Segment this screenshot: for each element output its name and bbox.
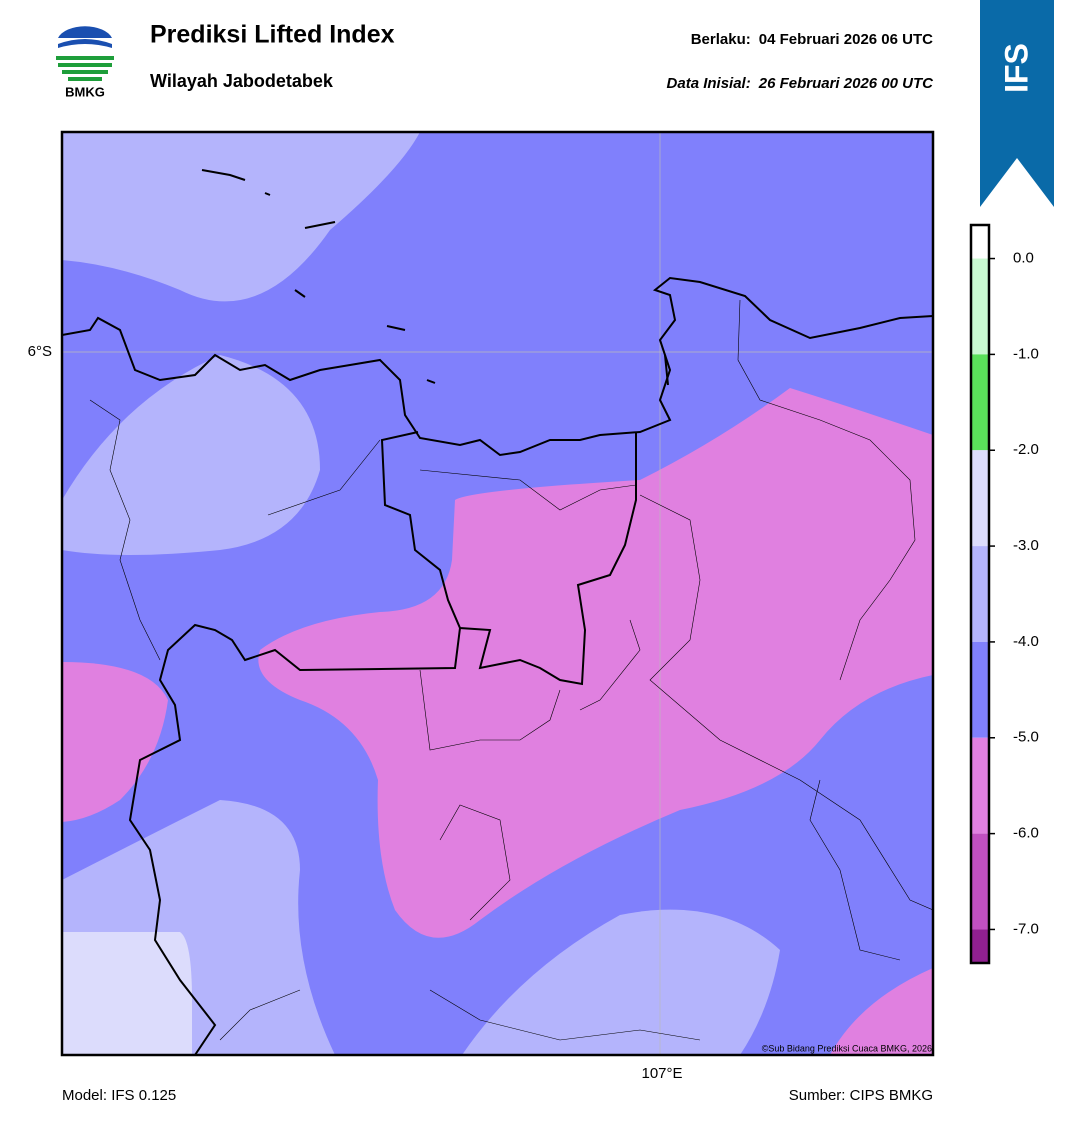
lat-label: 6°S xyxy=(28,343,52,360)
map-frame xyxy=(60,130,935,1057)
logo-text: BMKG xyxy=(65,84,105,99)
source: Sumber: CIPS BMKG xyxy=(789,1087,933,1104)
valid-time: Berlaku: 04 Februari 2026 06 UTC xyxy=(691,31,933,48)
colorbar-segment xyxy=(971,450,989,547)
colorbar-segment xyxy=(971,258,989,355)
copyright: ©Sub Bidang Prediksi Cuaca BMKG, 2026 xyxy=(762,1043,932,1053)
valid-label: Berlaku: xyxy=(691,31,751,48)
badge xyxy=(980,0,1054,207)
subtitle: Wilayah Jabodetabek xyxy=(150,71,334,91)
colorbar-tick-label: -5.0 xyxy=(1013,729,1039,746)
colorbar-tick-label: -3.0 xyxy=(1013,537,1039,554)
colorbar-tick-label: -7.0 xyxy=(1013,920,1039,937)
colorbar-segment xyxy=(971,546,989,642)
title: Prediksi Lifted Index xyxy=(150,21,395,49)
colorbar: 0.0 -1.0 -2.0 -3.0 -4.0 -5.0 -6.0 -7.0 xyxy=(969,223,1039,965)
colorbar-tick-label: -6.0 xyxy=(1013,825,1039,842)
colorbar-tick-label: -4.0 xyxy=(1013,633,1039,650)
colorbar-segment xyxy=(971,641,989,738)
logo: BMKG xyxy=(56,26,114,99)
model: Model: IFS 0.125 xyxy=(62,1087,176,1104)
colorbar-segment xyxy=(971,354,989,451)
colorbar-tick-label: -2.0 xyxy=(1013,441,1039,458)
colorbar-frame xyxy=(969,223,991,965)
lon-label: 107°E xyxy=(641,1065,682,1082)
init-time: Data Inisial: 26 Februari 2026 00 UTC xyxy=(667,75,935,92)
map: ©Sub Bidang Prediksi Cuaca BMKG, 2026 xyxy=(62,132,933,1055)
valid-value: 04 Februari 2026 06 UTC xyxy=(759,31,933,48)
colorbar-segment xyxy=(971,737,989,834)
badge-text: IFS xyxy=(998,43,1034,93)
colorbar-segment xyxy=(971,929,989,963)
init-value: 26 Februari 2026 00 UTC xyxy=(758,75,934,92)
init-label: Data Inisial: xyxy=(667,75,751,92)
colorbar-tick-label: 0.0 xyxy=(1013,250,1034,267)
colorbar-segment xyxy=(971,833,989,930)
colorbar-tick-label: -1.0 xyxy=(1013,345,1039,362)
colorbar-segment xyxy=(971,225,989,259)
